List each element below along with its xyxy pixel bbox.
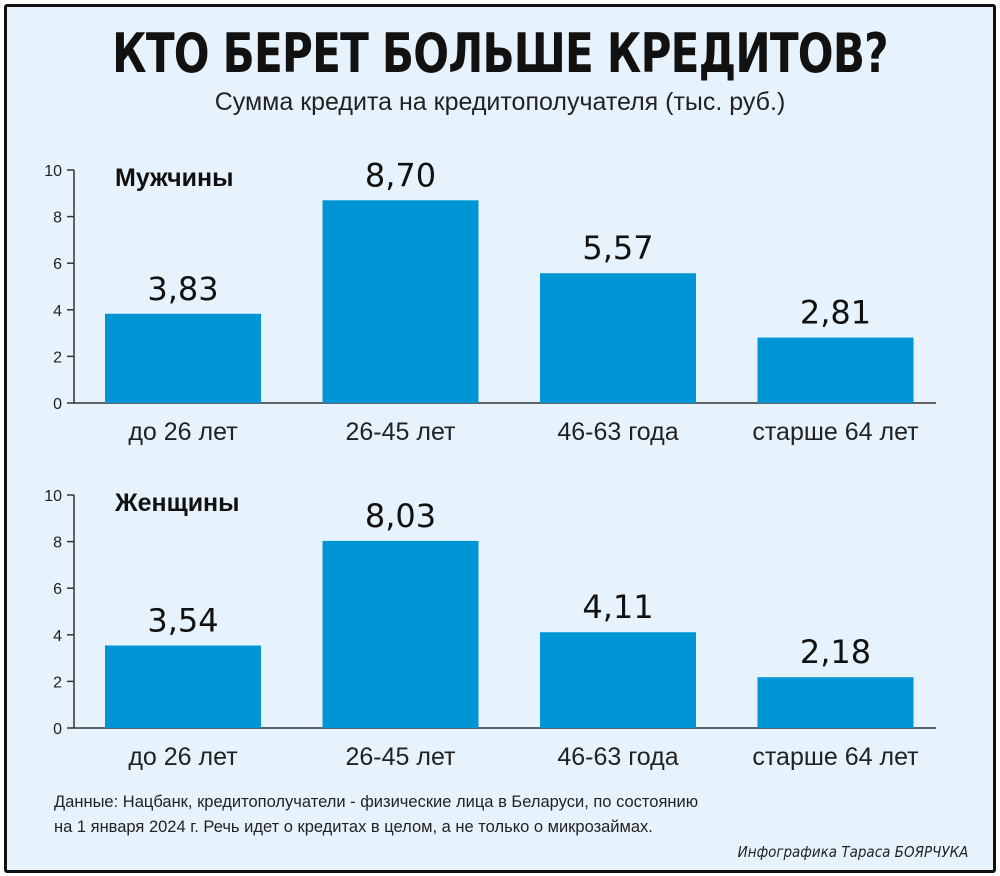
chart-men-title: Мужчины bbox=[115, 164, 233, 192]
chart-men-y-tick-label-5: 10 bbox=[44, 163, 62, 180]
chart-men-bar-1 bbox=[322, 200, 479, 403]
chart-men-y-tick-label-1: 2 bbox=[53, 349, 62, 366]
chart-women-y-tick-label-4: 8 bbox=[53, 535, 62, 552]
chart-men-category-label-0: до 26 лет bbox=[128, 418, 238, 446]
chart-women-category-label-3: старше 64 лет bbox=[752, 743, 919, 771]
chart-women-bar-3 bbox=[757, 677, 914, 728]
chart-women-category-label-1: 26-45 лет bbox=[346, 743, 457, 771]
chart-women-y-tick-label-0: 0 bbox=[53, 721, 62, 738]
page-title: КТО БЕРЕТ БОЛЬШЕ КРЕДИТОВ? bbox=[112, 22, 888, 85]
chart-women-category-label-0: до 26 лет bbox=[128, 743, 238, 771]
chart-men-bar-3 bbox=[757, 337, 914, 403]
footnote-line-1: Данные: Нацбанк, кредитополучатели - физ… bbox=[54, 793, 699, 811]
chart-men-y-tick-label-3: 6 bbox=[53, 256, 62, 273]
page-subtitle: Сумма кредита на кредитополучателя (тыс.… bbox=[214, 88, 786, 116]
chart-women-value-label-1: 8,03 bbox=[365, 497, 436, 535]
chart-men-bar-2 bbox=[540, 273, 696, 403]
chart-women: 0 2 4 6 8 10 Женщины 3,54 до 26 лет 8,03 26-45 лет… bbox=[44, 488, 936, 771]
chart-men: 0 2 4 6 8 10 Мужчины 3,83 до 26 лет 8,70 26-45 лет… bbox=[44, 156, 936, 446]
chart-men-value-label-2: 5,57 bbox=[582, 229, 653, 267]
credit: Инфографика Тараса БОЯРЧУКА bbox=[737, 843, 968, 861]
footnote-line-2: на 1 января 2024 г. Речь идет о кредитах… bbox=[54, 818, 653, 836]
chart-men-category-label-3: старше 64 лет bbox=[752, 418, 919, 446]
chart-women-category-label-2: 46-63 года bbox=[557, 743, 678, 771]
chart-women-y-tick-label-2: 4 bbox=[53, 628, 62, 645]
chart-women-value-label-3: 2,18 bbox=[800, 633, 871, 671]
chart-women-bar-0 bbox=[105, 645, 261, 728]
chart-men-y-tick-label-2: 4 bbox=[53, 303, 62, 320]
chart-men-bar-0 bbox=[105, 313, 261, 403]
chart-women-bar-1 bbox=[322, 540, 479, 728]
chart-men-value-label-1: 8,70 bbox=[365, 156, 436, 194]
chart-women-value-label-0: 3,54 bbox=[147, 602, 218, 640]
chart-women-bar-2 bbox=[540, 632, 696, 728]
chart-women-value-label-2: 4,11 bbox=[582, 588, 653, 626]
chart-men-category-label-1: 26-45 лет bbox=[346, 418, 457, 446]
chart-women-y-tick-label-3: 6 bbox=[53, 581, 62, 598]
chart-men-category-label-2: 46-63 года bbox=[557, 418, 678, 446]
chart-women-y-tick-label-5: 10 bbox=[44, 488, 62, 505]
chart-men-y-tick-label-4: 8 bbox=[53, 210, 62, 227]
chart-men-value-label-0: 3,83 bbox=[147, 270, 218, 308]
chart-women-y-tick-label-1: 2 bbox=[53, 674, 62, 691]
chart-women-title: Женщины bbox=[114, 489, 240, 517]
chart-men-y-tick-label-0: 0 bbox=[53, 396, 62, 413]
footnote: Данные: Нацбанк, кредитополучатели - физ… bbox=[54, 790, 934, 840]
chart-men-value-label-3: 2,81 bbox=[800, 294, 871, 332]
